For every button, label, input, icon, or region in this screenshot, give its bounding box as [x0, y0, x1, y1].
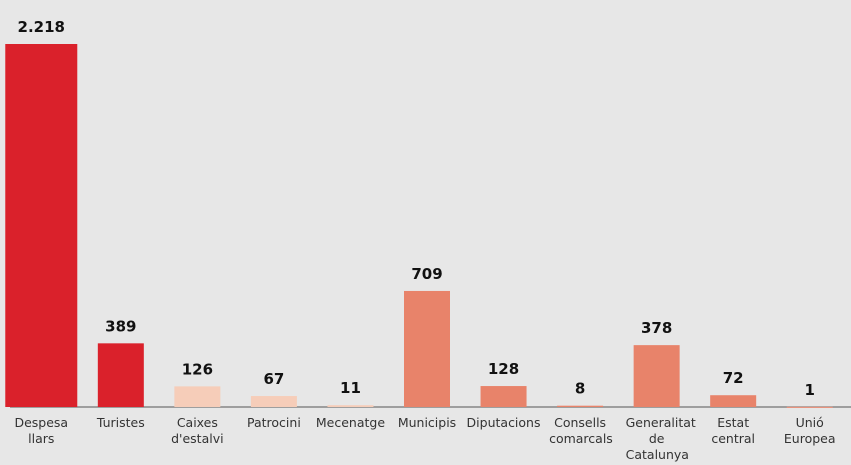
- category-label: Unió Europea: [783, 415, 836, 446]
- category-label: Mecenatge: [315, 415, 386, 430]
- value-label: 709: [411, 265, 442, 283]
- bar: [404, 290, 450, 407]
- bar: [174, 386, 221, 407]
- category-label: Patrocini: [247, 415, 301, 430]
- category-label: Estat central: [711, 415, 755, 446]
- category-label: Despesa llars: [14, 415, 69, 446]
- bar: [480, 386, 527, 407]
- value-label: 126: [182, 360, 213, 378]
- value-label: 378: [641, 319, 672, 337]
- value-label: 128: [488, 360, 519, 378]
- value-label: 2.218: [18, 18, 65, 36]
- value-label: 67: [263, 370, 284, 388]
- value-label: 11: [340, 379, 361, 397]
- value-label: 72: [723, 369, 744, 387]
- category-label: Municipis: [397, 415, 457, 430]
- value-label: 8: [575, 380, 585, 398]
- bar: [710, 395, 757, 407]
- category-label: Caixes d'estalvi: [171, 415, 224, 446]
- bar: [633, 345, 680, 407]
- category-label: Turistes: [96, 415, 145, 430]
- bar: [786, 406, 833, 408]
- value-label: 389: [105, 317, 136, 335]
- bar: [557, 405, 604, 407]
- bar: [250, 396, 297, 407]
- bar: [5, 44, 78, 407]
- category-label: Consells comarcals: [549, 415, 613, 446]
- value-label: 1: [805, 381, 815, 399]
- category-label: Generalitat de Catalunya: [625, 415, 696, 462]
- bar: [97, 343, 144, 407]
- bar: [327, 405, 374, 407]
- category-label: Diputacions: [466, 415, 541, 430]
